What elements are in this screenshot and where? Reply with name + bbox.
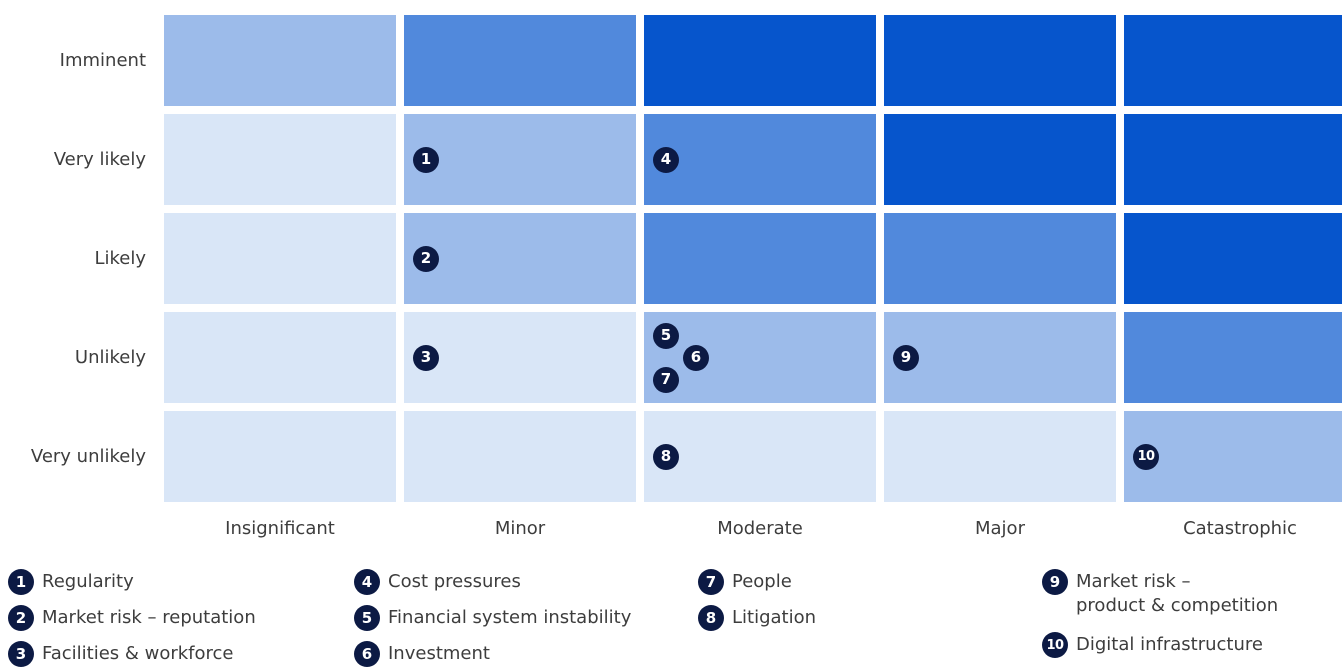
legend-label: Digital infrastructure [1076,634,1263,655]
y-tick-label: Very unlikely [30,445,146,467]
legend-marker-icon: 5 [354,605,380,631]
legend-item: 9 Market risk – product & competition [1042,569,1279,618]
y-tick-label: Imminent [59,49,146,71]
heatmap-cell [644,15,876,106]
heatmap-cell [884,15,1116,106]
legend-item: 2 Market risk – reputation [8,605,256,631]
heatmap-cell [644,411,876,502]
legend-label: Market risk – product & competition [1076,571,1279,616]
legend-item: 8 Litigation [698,605,817,631]
legend-marker-icon: 6 [354,641,380,667]
risk-marker-3: 3 [413,344,439,371]
heatmap-cell [644,312,876,403]
heatmap-cell [404,114,636,205]
legend-item: 6 Investment [354,641,490,667]
legend-marker-icon: 8 [698,605,724,631]
heatmap-cell [1124,114,1342,205]
risk-marker-8: 8 [653,443,679,470]
heatmap-cell [1124,15,1342,106]
heatmap-cell [164,312,396,403]
legend-item: 7 People [698,569,792,595]
legend-item: 4 Cost pressures [354,569,521,595]
heatmap-cell [164,15,396,106]
heatmap-cell [404,411,636,502]
heatmap-cell [1124,213,1342,304]
legend-item: 1 Regularity [8,569,134,595]
heatmap-cell [164,114,396,205]
legend-item: 10 Digital infrastructure [1042,632,1263,658]
legend-label: Financial system instability [388,607,632,628]
legend-label: Investment [388,643,490,664]
legend-marker-icon: 3 [8,641,34,667]
legend-item: 3 Facilities & workforce [8,641,234,667]
x-tick-label: Insignificant [225,518,335,539]
heatmap-cell [644,114,876,205]
risk-marker-9: 9 [893,344,919,371]
legend-marker-icon: 2 [8,605,34,631]
legend-marker-icon: 10 [1042,632,1068,658]
heatmap-cell [164,411,396,502]
heatmap-cell [1124,411,1342,502]
risk-marker-4: 4 [653,146,679,173]
heatmap-cell [1124,312,1342,403]
x-tick-label: Major [975,518,1025,539]
heatmap-cell [884,312,1116,403]
y-tick-label: Likely [94,247,146,269]
risk-marker-5: 5 [653,322,679,349]
y-tick-label: Unlikely [74,346,146,368]
legend-label: Facilities & workforce [42,643,234,664]
legend-marker-icon: 1 [8,569,34,595]
risk-marker-7: 7 [653,366,679,393]
legend-marker-icon: 9 [1042,569,1068,595]
heatmap-cell [644,213,876,304]
legend-marker-icon: 7 [698,569,724,595]
risk-marker-2: 2 [413,245,439,272]
legend-label: Market risk – reputation [42,607,256,628]
x-tick-label: Moderate [717,518,803,539]
heatmap-cell [884,213,1116,304]
legend-label: Litigation [732,607,817,628]
heatmap-cell [404,213,636,304]
risk-marker-1: 1 [413,146,439,173]
x-tick-label: Catastrophic [1183,518,1297,539]
risk-marker-10: 10 [1133,443,1159,470]
legend-marker-icon: 4 [354,569,380,595]
legend-item: 5 Financial system instability [354,605,632,631]
legend-label: Cost pressures [388,571,521,592]
heatmap-cell [404,312,636,403]
heatmap-cell [884,114,1116,205]
y-tick-label: Very likely [53,148,146,170]
x-tick-label: Minor [494,518,546,539]
heatmap-cell [404,15,636,106]
legend-label: Regularity [42,571,134,592]
heatmap-cell [884,411,1116,502]
heatmap-cell [164,213,396,304]
legend-label: People [732,571,792,592]
risk-marker-6: 6 [683,344,709,371]
